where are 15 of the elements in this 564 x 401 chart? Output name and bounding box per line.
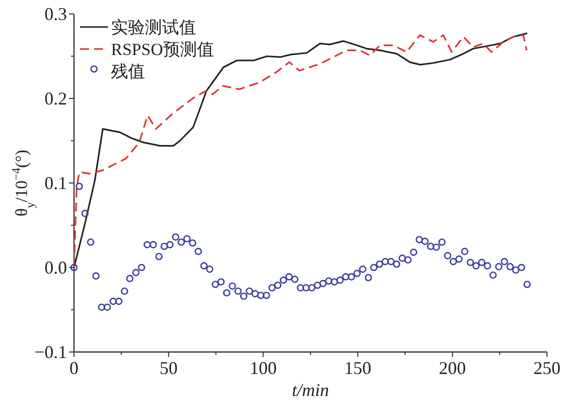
x-tick-label: 150 [344,358,372,378]
x-tick-label: 250 [534,358,560,378]
y-tick-label: 0.3 [44,4,67,24]
x-tick-label: 100 [250,358,277,378]
y-tick-label: 0.0 [44,258,67,278]
y-tick-label: 0.2 [44,88,67,108]
legend-label: 残值 [111,62,145,81]
x-tick-label: 50 [160,358,178,378]
x-tick-label: 0 [70,358,78,378]
x-tick-label: 200 [438,358,466,378]
y-tick-label: −0.1 [34,342,67,362]
legend-label: 实验测试值 [111,18,196,37]
legend-label: RSPSO预测值 [111,40,214,59]
y-tick-label: 0.1 [44,173,67,193]
x-axis-title: t/min [292,380,330,400]
